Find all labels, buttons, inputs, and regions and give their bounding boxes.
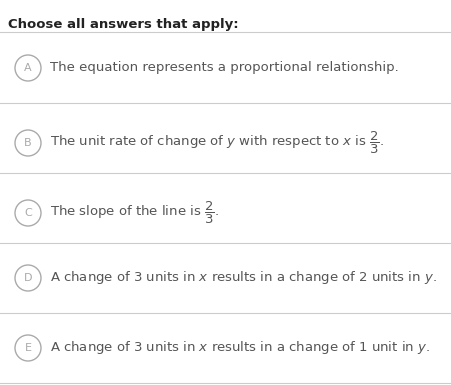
Text: A change of $3$ units in $x$ results in a change of $2$ units in $y$.: A change of $3$ units in $x$ results in … (50, 270, 437, 286)
Text: E: E (24, 343, 32, 353)
Text: The equation represents a proportional relationship.: The equation represents a proportional r… (50, 62, 399, 75)
Text: Choose all answers that apply:: Choose all answers that apply: (8, 18, 239, 31)
Text: A: A (24, 63, 32, 73)
Text: B: B (24, 138, 32, 148)
Text: C: C (24, 208, 32, 218)
Text: The unit rate of change of $y$ with respect to $x$ is $\dfrac{2}{3}$.: The unit rate of change of $y$ with resp… (50, 130, 384, 156)
Text: D: D (24, 273, 32, 283)
Text: The slope of the line is $\dfrac{2}{3}$.: The slope of the line is $\dfrac{2}{3}$. (50, 200, 219, 226)
Text: A change of $3$ units in $x$ results in a change of $1$ unit in $y$.: A change of $3$ units in $x$ results in … (50, 340, 430, 357)
